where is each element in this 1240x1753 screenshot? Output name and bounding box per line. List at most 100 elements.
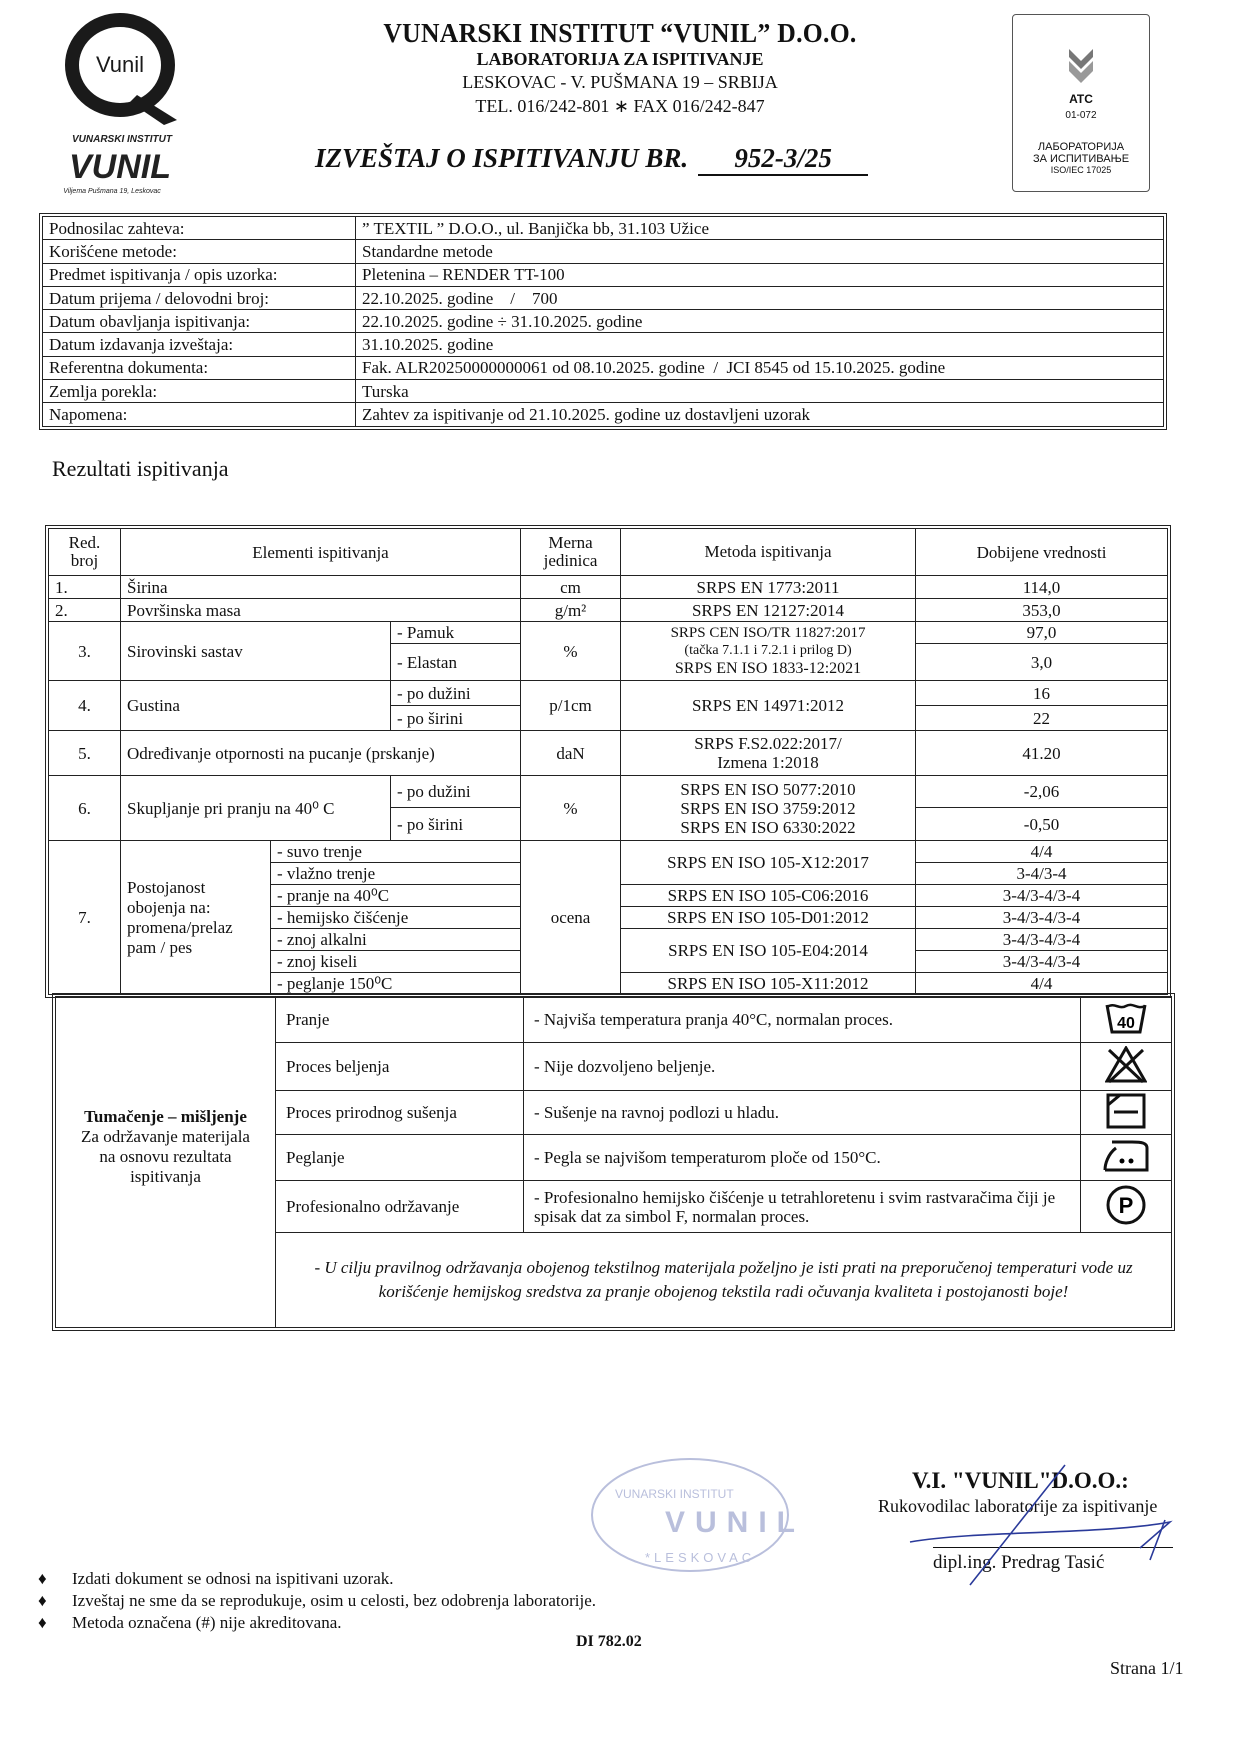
row-value: 4/4 xyxy=(915,972,1168,995)
svg-text:*LESKOVAC: *LESKOVAC xyxy=(645,1550,755,1565)
footer-note-text: Izveštaj ne sme da se reprodukuje, osim … xyxy=(72,1591,596,1610)
row-value: 97,0 xyxy=(915,621,1168,644)
svg-text:P: P xyxy=(1119,1193,1134,1218)
iron-two-dots-icon xyxy=(1080,1134,1172,1181)
section-title: Rezultati ispitivanja xyxy=(52,456,229,481)
row-method: SRPS EN 14971:2012 xyxy=(620,680,917,731)
row-value: -0,50 xyxy=(915,807,1168,841)
row-value: 22 xyxy=(915,705,1168,731)
info-value: Pletenina – RENDER TT-100 xyxy=(355,262,1164,287)
handwritten-signature xyxy=(909,1464,1173,1586)
footer-notes: ♦ Izdati dokument se odnosi na ispitivani… xyxy=(38,1568,596,1634)
care-text: - Profesionalno hemijsko čišćenje u tetr… xyxy=(523,1180,1081,1233)
report-title-text: IZVEŠTAJ O ISPITIVANJU BR. xyxy=(315,143,689,173)
signature-name: dipl.ing. Predrag Tasić xyxy=(933,1552,1105,1573)
row-method: SRPS EN 1773:2011 xyxy=(620,575,917,599)
row-method: SRPS EN ISO 105-X12:2017 xyxy=(620,840,917,885)
row-no: 5. xyxy=(48,730,121,776)
info-value: Fak. ALR20250000000061 od 08.10.2025. go… xyxy=(355,355,1164,381)
atc-line1: ЛАБОРАТОРИЈА xyxy=(1037,141,1125,153)
table-row: 2. Površinska masa g/m² SRPS EN 12127:20… xyxy=(48,598,1168,622)
phone-fax: TEL. 016/242-801 ∗ FAX 016/242-847 xyxy=(475,96,765,116)
row-unit: daN xyxy=(520,730,622,776)
info-label: Korišćene metode: xyxy=(42,239,356,264)
care-title: Tumačenje – mišljenje xyxy=(84,1107,247,1126)
info-value: 31.10.2025. godine xyxy=(355,332,1164,357)
row-element: Gustina xyxy=(120,680,391,731)
info-value: Zahtev za ispitivanje od 21.10.2025. god… xyxy=(355,402,1164,427)
table-row: - znoj kiseli 3-4/3-4/3-4 xyxy=(49,950,1168,973)
info-row: Datum izdavanja izveštaja: 31.10.2025. go… xyxy=(42,332,1164,357)
info-row: Napomena: Zahtev za ispitivanje od 21.10.… xyxy=(42,402,1164,427)
row-element: Postojanost obojenja na: promena/prelaz … xyxy=(120,840,271,995)
row-element: Širina xyxy=(119,575,522,599)
row-no: 1. xyxy=(48,575,121,599)
row-value: 3-4/3-4/3-4 xyxy=(915,950,1168,973)
table-row: 3. Sirovinski sastav - Pamuk % SRPS CEN … xyxy=(48,621,1168,681)
table-row: - hemijsko čišćenje SRPS EN ISO 105-D01:… xyxy=(49,906,1168,929)
row-element: Površinska masa xyxy=(119,598,522,622)
footer-note-text: Metoda označena (#) nije akreditovana. xyxy=(72,1613,342,1632)
care-row: Peglanje - Pegla se najvišom temperaturom… xyxy=(56,1134,1172,1181)
info-label: Datum obavljanja ispitivanja: xyxy=(42,309,356,334)
table-row: - vlažno trenje 3-4/3-4 xyxy=(49,862,1168,885)
row-method: SRPS EN 12127:2014 xyxy=(620,598,917,622)
row-value: 114,0 xyxy=(915,575,1168,599)
accreditation-badge: ATC 01-072 ЛАБОРАТОРИЈА ЗА ИСПИТИВАЊЕ IS… xyxy=(1012,14,1150,192)
row-method: SRPS EN ISO 105-X11:2012 xyxy=(620,972,917,995)
info-row: Referentna dokumenta: Fak. ALR20250000000… xyxy=(42,355,1164,381)
table-row: 1. Širina cm SRPS EN 1773:2011 114,0 xyxy=(48,575,1168,599)
row-sub: - hemijsko čišćenje xyxy=(269,906,522,929)
row-method: SRPS CEN ISO/TR 11827:2017 (tačka 7.1.1 i… xyxy=(620,621,917,681)
info-row: Zemlja porekla: Turska xyxy=(42,379,1164,404)
header-value: Dobijene vrednosti xyxy=(915,528,1168,576)
info-label: Predmet ispitivanja / opis uzorka: xyxy=(42,262,356,287)
care-note-row: - U cilju pravilnog održavanja obojenog … xyxy=(56,1232,1172,1328)
row-no: 6. xyxy=(48,775,121,841)
info-label: Zemlja porekla: xyxy=(42,379,356,404)
info-value: Standardne metode xyxy=(355,239,1164,264)
footer-note-text: Izdati dokument se odnosi na ispitivani … xyxy=(72,1569,394,1588)
table-row: 4. Gustina - po dužini p/1cm SRPS EN 149… xyxy=(48,680,1168,731)
row-value: 16 xyxy=(915,680,1168,706)
row-sub: - vlažno trenje xyxy=(269,862,522,885)
row-value: 4/4 xyxy=(915,840,1168,863)
row-sub: - suvo trenje xyxy=(269,840,522,863)
table-row: - peglanje 150⁰C SRPS EN ISO 105-X11:201… xyxy=(49,972,1168,995)
atc-code: ATC xyxy=(1069,92,1093,106)
method-line: Izmena 1:2018 xyxy=(717,753,819,772)
signature-role: Rukovodilac laboratorije za ispitivanje xyxy=(878,1496,1158,1516)
atc-number: 01-072 xyxy=(1065,110,1097,121)
row-sub: - Pamuk xyxy=(389,621,522,644)
care-table: Tumačenje – mišljenje Za održavanje mater… xyxy=(52,993,1175,1331)
row-value: 3,0 xyxy=(915,643,1168,681)
row-method: SRPS EN ISO 105-E04:2014 xyxy=(620,928,917,973)
info-value: 22.10.2025. godine / 700 xyxy=(355,285,1164,311)
row-sub: - Elastan xyxy=(389,643,522,681)
row-value: 3-4/3-4/3-4 xyxy=(915,884,1168,907)
row-value: 41.20 xyxy=(915,730,1168,776)
care-label: Proces beljenja xyxy=(275,1042,524,1091)
method-line: SRPS EN ISO 6330:2022 xyxy=(680,817,856,837)
results-table: Red. broj Elementi ispitivanja Merna jed… xyxy=(45,525,1171,998)
header-no: Red. broj xyxy=(48,528,121,576)
table-row: 7. Postojanost obojenja na: promena/prel… xyxy=(48,840,1168,995)
signature-block: VUNIL VUNARSKI INSTITUT *LESKOVAC V.I. "… xyxy=(591,1440,1200,1600)
care-label: Proces prirodnog sušenja xyxy=(275,1090,524,1135)
row-unit: g/m² xyxy=(520,598,622,622)
care-text: - Nije dozvoljeno beljenje. xyxy=(523,1042,1081,1091)
method-line: SRPS EN ISO 5077:2010 xyxy=(680,779,856,799)
address: LESKOVAC - V. PUŠMANA 19 – SRBIJA xyxy=(462,72,778,92)
institute-name: VUNARSKI INSTITUT “VUNIL” D.O.O. xyxy=(383,18,857,48)
row-no: 4. xyxy=(48,680,121,731)
info-label: Datum prijema / delovodni broj: xyxy=(42,285,356,311)
row-sub: - peglanje 150⁰C xyxy=(269,972,522,995)
report-title: IZVEŠTAJ O ISPITIVANJU BR. 952-3/25 xyxy=(315,143,869,176)
svg-text:VUNARSKI INSTITUT: VUNARSKI INSTITUT xyxy=(72,134,173,145)
method-line: SRPS CEN ISO/TR 11827:2017 xyxy=(670,625,866,641)
method-line: SRPS F.S2.022:2017/ xyxy=(694,734,842,753)
care-text: - Najviša temperatura pranja 40°C, norma… xyxy=(523,996,1081,1043)
row-element: Sirovinski sastav xyxy=(120,621,391,681)
table-row: - znoj alkalni SRPS EN ISO 105-E04:2014 … xyxy=(49,928,1168,973)
info-row: Predmet ispitivanja / opis uzorka: Pleten… xyxy=(42,262,1164,287)
